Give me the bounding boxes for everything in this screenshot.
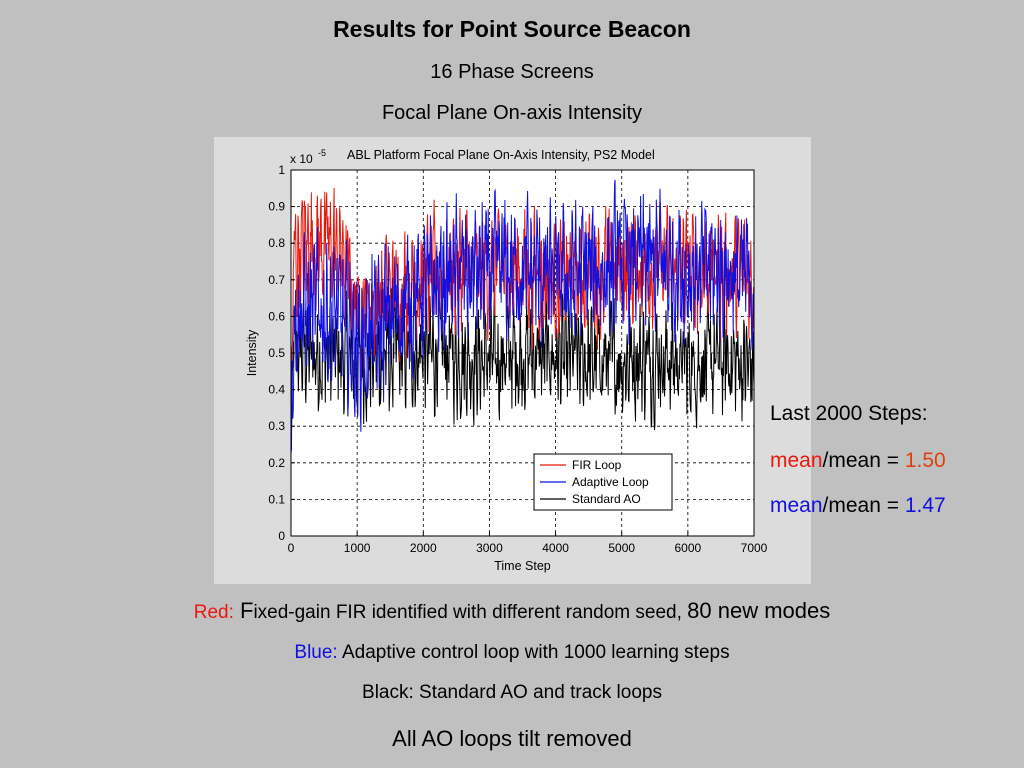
slide-subtitle-focal-plane: Focal Plane On-axis Intensity [381,102,643,124]
x-tick-label: 3000 [476,541,503,555]
side-note-fir-value: 1.50 [904,449,946,472]
slide-subtitle-phase-screens: 16 Phase Screens [430,61,594,83]
y-scale-label: x 10 [290,152,313,166]
y-tick-label: 0.3 [268,419,285,433]
x-tick-label: 6000 [675,541,702,555]
caption-blue-label: Blue: [294,642,338,663]
intensity-chart: 0 1000 2000 3000 4000 5000 6000 7000 0 0.1 0.2 0.3 0… [245,148,768,573]
chart-figure: 0 1000 2000 3000 4000 5000 6000 7000 0 0.1 0.2 0.3 0… [214,137,811,584]
y-tick-label: 0.9 [268,200,285,214]
legend-label-standard-ao: Standard AO [572,492,641,506]
y-tick-label: 0.1 [268,492,285,506]
side-note-fir-rest: /mean = [822,449,905,472]
series-line-adaptive-loop [290,179,755,454]
y-tick-label: 0.4 [268,383,285,397]
side-note-fir-ratio: mean/mean = 1.50 [770,449,946,473]
caption-red-label: Red: [193,602,234,623]
y-tick-label: 1 [278,163,285,177]
x-axis-label: Time Step [494,559,551,573]
caption-red-tail: 80 new modes [687,598,831,623]
y-tick-label: 0.2 [268,456,285,470]
y-tick-label: 0.8 [268,236,285,250]
side-note-adaptive-ratio: mean/mean = 1.47 [770,494,946,518]
legend-label-fir-loop: FIR Loop [572,458,622,472]
caption-footer: All AO loops tilt removed [392,726,632,751]
slide-title: Results for Point Source Beacon [333,16,691,42]
x-tick-label: 5000 [608,541,635,555]
caption-blue: Blue: Adaptive control loop with 1000 le… [0,642,1024,664]
side-note-adaptive-mean: mean [770,494,823,517]
legend-label-adaptive-loop: Adaptive Loop [572,475,649,489]
caption-black: Black: Standard AO and track loops [362,682,662,703]
x-tick-label: 4000 [542,541,569,555]
side-note-fir-mean: mean [770,449,823,472]
y-tick-label: 0.6 [268,309,285,323]
side-note-adaptive-rest: /mean = [822,494,905,517]
y-tick-label: 0.5 [268,346,285,360]
caption-blue-text: Adaptive control loop with 1000 learning… [337,642,730,663]
chart-title: ABL Platform Focal Plane On-Axis Intensi… [347,148,655,162]
x-tick-label: 0 [288,541,295,555]
y-scale-exponent: -5 [318,148,326,158]
x-tick-label: 1000 [344,541,371,555]
x-tick-label: 2000 [410,541,437,555]
side-note-adaptive-value: 1.47 [904,494,946,517]
caption-red: Red: Fixed-gain FIR identified with diff… [0,598,1024,624]
y-tick-label: 0 [278,529,285,543]
caption-red-text: ixed-gain FIR identified with different … [253,602,688,623]
y-axis-label: Intensity [245,329,259,376]
side-note-heading: Last 2000 Steps: [770,402,928,425]
caption-red-initial: F [233,598,254,623]
x-tick-label: 7000 [741,541,768,555]
y-tick-label: 0.7 [268,273,285,287]
